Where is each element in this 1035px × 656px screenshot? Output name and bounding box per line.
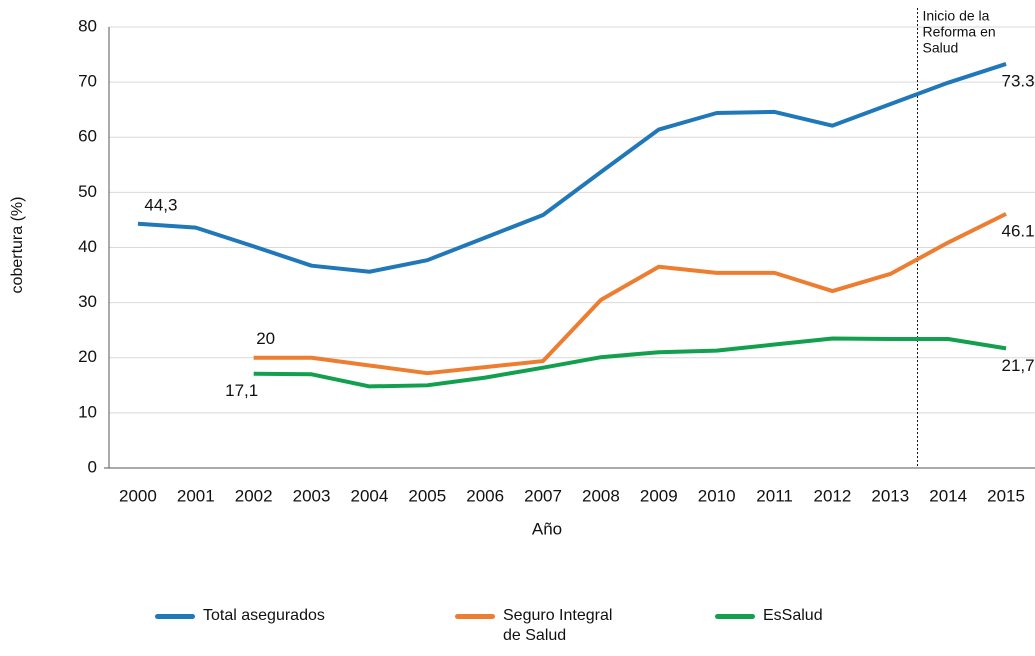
value-label: 20 [256, 329, 275, 348]
y-tick-label: 70 [78, 72, 97, 91]
legend-label: EsSalud [763, 607, 823, 624]
y-tick-label: 40 [78, 237, 97, 256]
series-line [137, 62, 1007, 274]
y-tick-label: 10 [78, 402, 97, 421]
series-line [253, 336, 1007, 389]
legend-label: Total asegurados [203, 607, 325, 624]
legend: Total asegurados Seguro Integral de Salud… [0, 606, 1035, 656]
series-line [253, 212, 1007, 376]
value-label: 21,7 [1002, 356, 1035, 375]
x-axis-title: Año [532, 519, 562, 538]
x-tick-label: 2009 [640, 486, 678, 505]
annotation-text: Salud [923, 40, 959, 56]
legend-item: EsSalud [715, 606, 903, 626]
value-label: 46.1 [1002, 221, 1035, 240]
x-tick-label: 2010 [698, 486, 736, 505]
x-tick-label: 2005 [408, 486, 446, 505]
legend-item: Seguro Integral de Salud [455, 606, 623, 646]
legend-label: Seguro Integral de Salud [503, 607, 613, 644]
x-tick-label: 2006 [466, 486, 504, 505]
x-tick-label: 2007 [524, 486, 562, 505]
y-axis-title: cobertura (%) [9, 197, 26, 294]
x-tick-label: 2003 [293, 486, 331, 505]
x-tick-label: 2002 [235, 486, 273, 505]
y-tick-label: 20 [78, 347, 97, 366]
value-label: 44,3 [144, 195, 177, 214]
y-tick-label: 60 [78, 127, 97, 146]
x-tick-label: 2008 [582, 486, 620, 505]
legend-item: Total asegurados [155, 606, 343, 626]
x-tick-label: 2004 [351, 486, 389, 505]
y-tick-label: 0 [88, 457, 97, 476]
legend-swatch [455, 614, 495, 619]
y-tick-label: 80 [78, 16, 97, 35]
x-tick-label: 2014 [929, 486, 967, 505]
legend-swatch [155, 614, 195, 619]
x-tick-label: 2001 [177, 486, 215, 505]
x-tick-label: 2011 [756, 486, 793, 505]
x-tick-label: 2012 [814, 486, 852, 505]
x-tick-label: 2000 [119, 486, 157, 505]
legend-swatch [715, 614, 755, 619]
value-label: 73.3 [1002, 71, 1035, 90]
y-tick-label: 30 [78, 292, 97, 311]
y-tick-label: 50 [78, 182, 97, 201]
annotation-text: Inicio de la [923, 8, 990, 24]
annotation-text: Reforma en [923, 24, 996, 40]
x-tick-label: 2015 [987, 486, 1025, 505]
x-tick-label: 2013 [871, 486, 909, 505]
chart: cobertura (%) Año 0 10 20 30 40 50 60 70 80 2000 2… [9, 8, 1035, 538]
value-label: 17,1 [225, 381, 258, 400]
